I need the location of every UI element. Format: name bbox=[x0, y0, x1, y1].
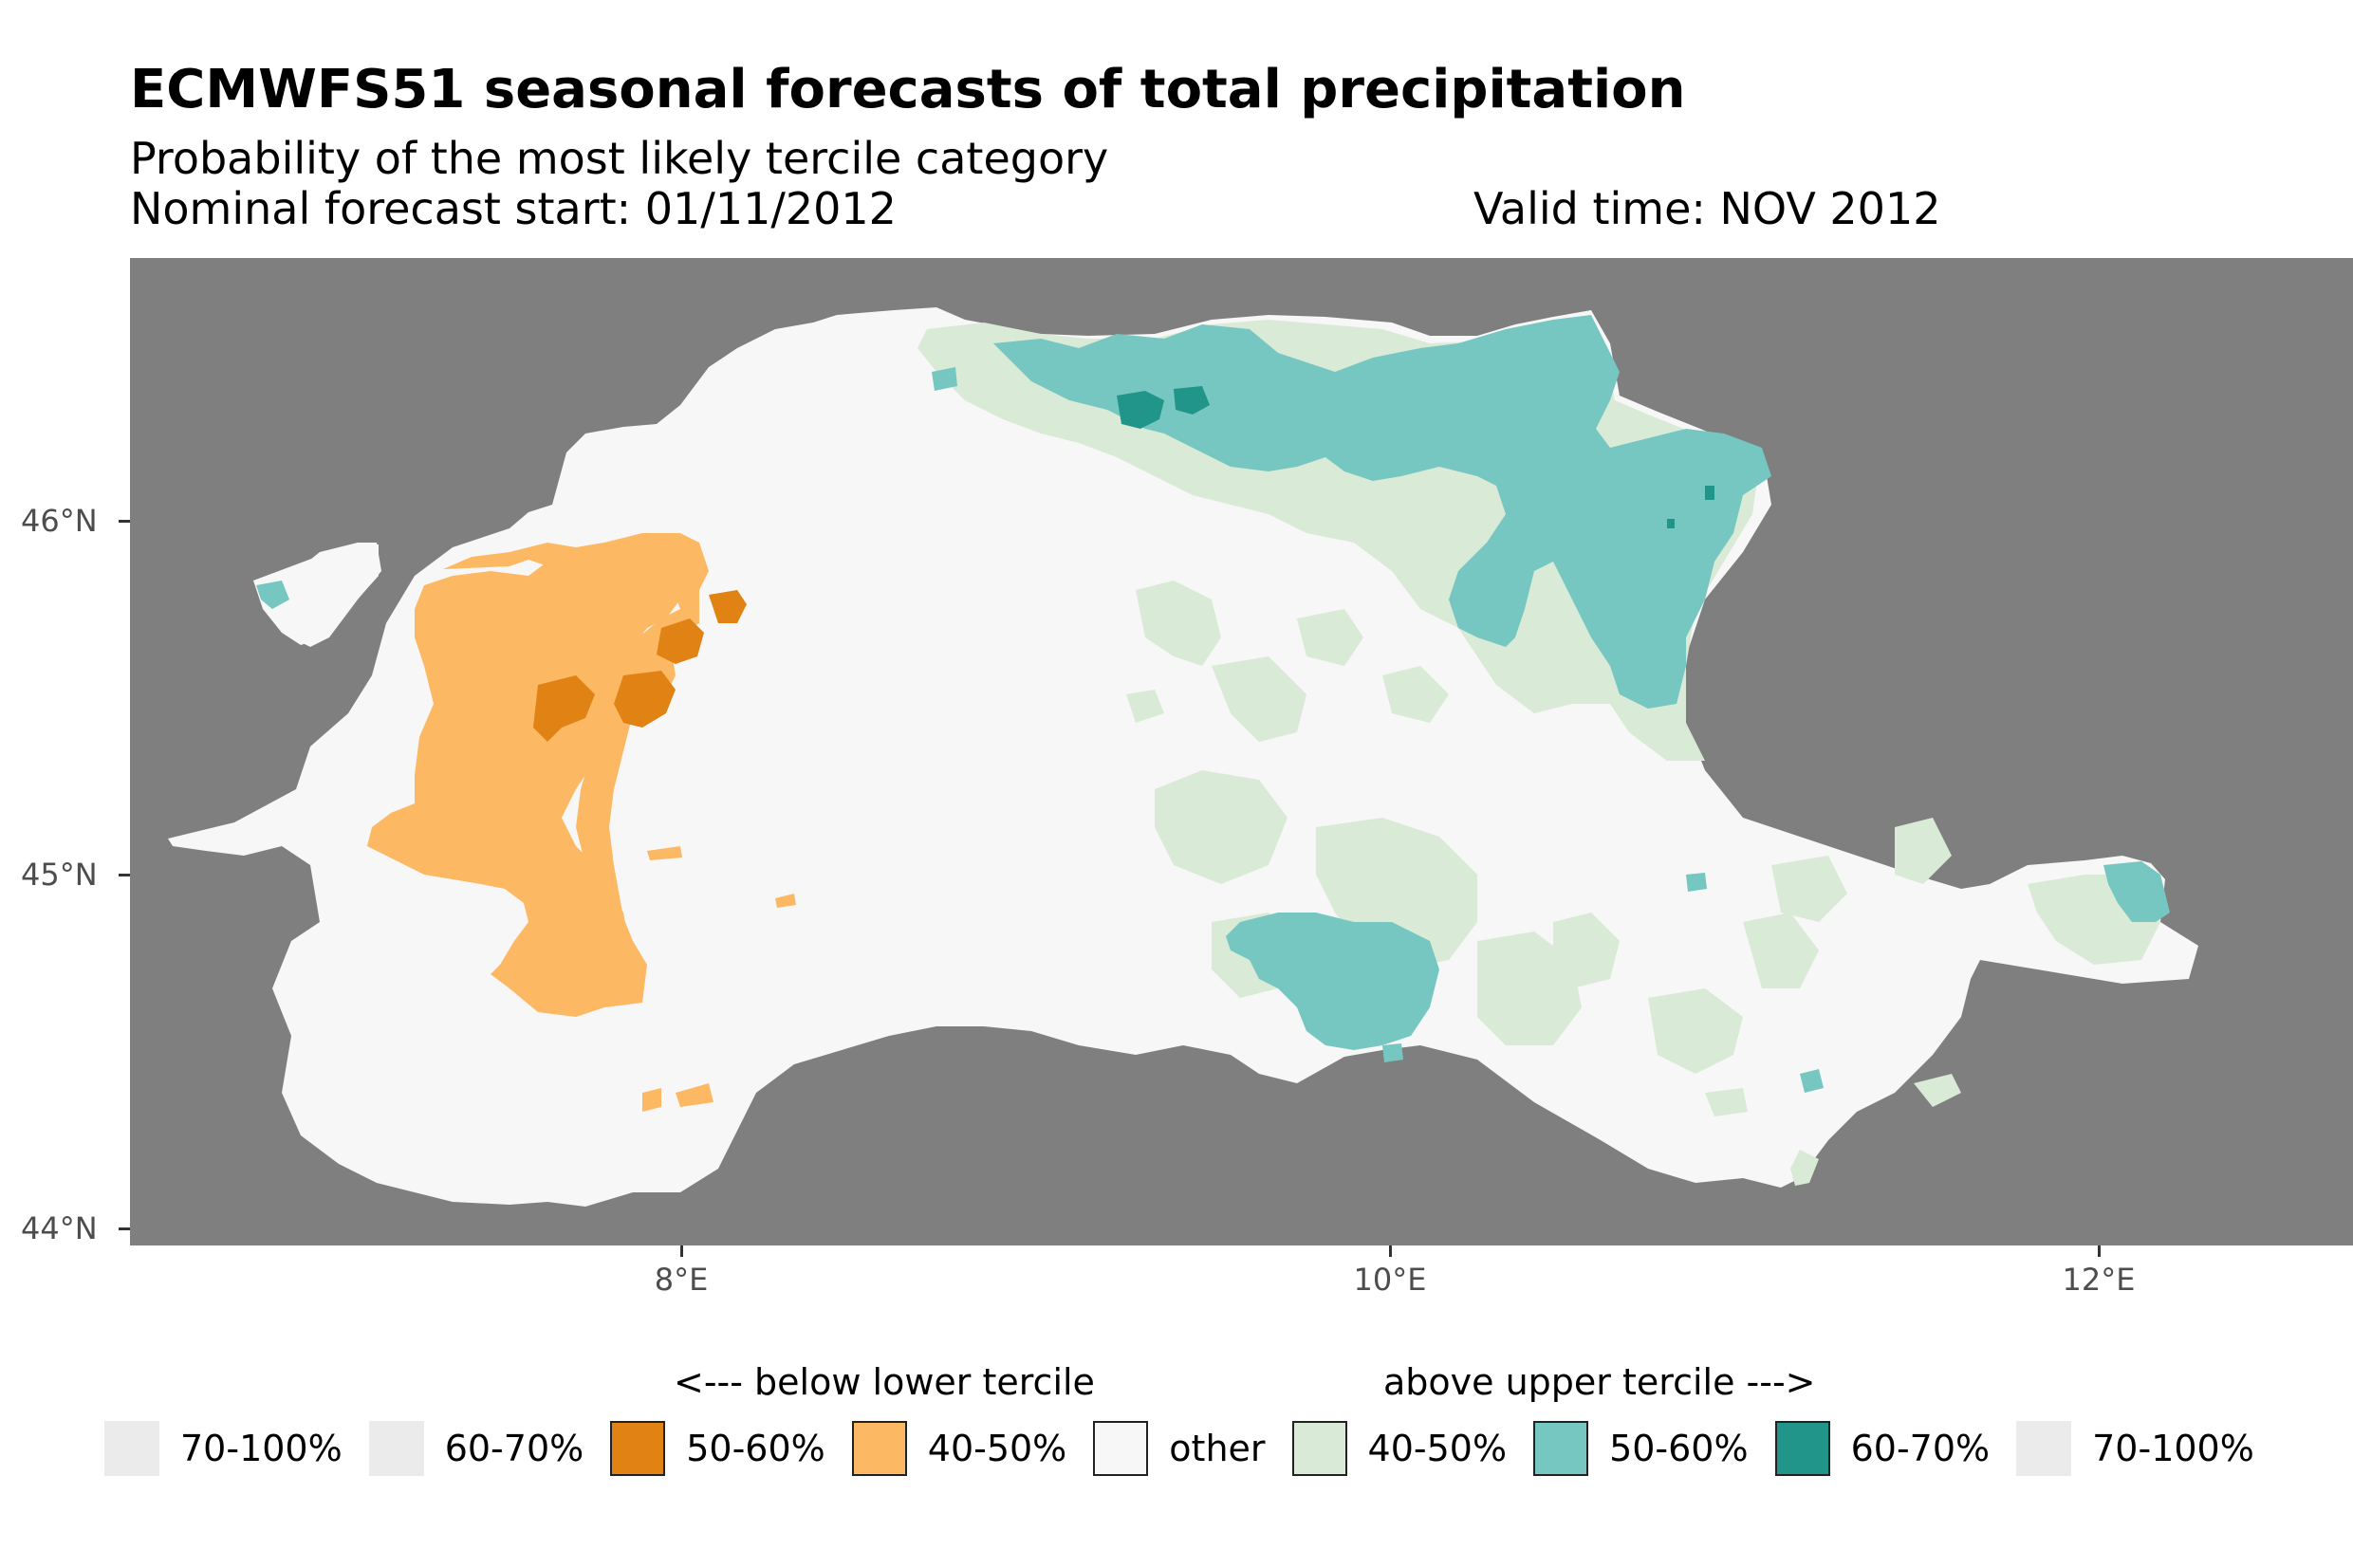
legend-label: 40-50% bbox=[1367, 1428, 1508, 1469]
x-tick-label-10: 10°E bbox=[1353, 1262, 1427, 1298]
legend-item-below-60-70: 60-70% bbox=[368, 1421, 584, 1476]
x-tick-mark-10 bbox=[1389, 1245, 1392, 1257]
map-svg bbox=[168, 307, 2198, 1207]
legend-label: other bbox=[1169, 1428, 1266, 1469]
y-tick-mark-46 bbox=[119, 520, 130, 523]
legend-swatch bbox=[368, 1421, 424, 1476]
below-40-50-region-main bbox=[367, 535, 690, 1003]
y-tick-label-44: 44°N bbox=[21, 1210, 98, 1246]
legend-swatch bbox=[1093, 1421, 1149, 1476]
above-50-60-north bbox=[993, 315, 1771, 709]
y-tick-label-45: 45°N bbox=[21, 857, 98, 893]
legend-item-above-40-50: 40-50% bbox=[1291, 1421, 1508, 1476]
x-tick-label-8: 8°E bbox=[654, 1262, 709, 1298]
x-tick-label-12: 12°E bbox=[2062, 1262, 2136, 1298]
legend-item-below-40-50: 40-50% bbox=[851, 1421, 1067, 1476]
legend-swatch bbox=[1291, 1421, 1347, 1476]
legend-swatch bbox=[1774, 1421, 1830, 1476]
legend-swatch bbox=[104, 1421, 159, 1476]
y-tick-label-46: 46°N bbox=[21, 503, 98, 539]
above-40-50-central bbox=[1126, 581, 2160, 1186]
legend-item-other: other bbox=[1093, 1421, 1266, 1476]
x-tick-mark-12 bbox=[2098, 1245, 2101, 1257]
map-panel bbox=[130, 258, 2353, 1245]
legend-label: 70-100% bbox=[180, 1428, 343, 1469]
legend-item-above-50-60: 50-60% bbox=[1533, 1421, 1749, 1476]
legend-label: 60-70% bbox=[1850, 1428, 1991, 1469]
legend-item-below-50-60: 50-60% bbox=[610, 1421, 825, 1476]
legend-swatch bbox=[851, 1421, 907, 1476]
above-50-60-west bbox=[256, 581, 289, 609]
above-50-60-south bbox=[1226, 913, 1439, 1050]
legend-above-header: above upper tercile ---> bbox=[1383, 1361, 1816, 1403]
below-40-50-region bbox=[443, 533, 709, 1017]
legend-label: 50-60% bbox=[1609, 1428, 1749, 1469]
valid-time-label: Valid time: NOV 2012 bbox=[1473, 183, 1941, 234]
legend-item-below-70-100: 70-100% bbox=[104, 1421, 343, 1476]
above-50-60-east bbox=[2103, 861, 2170, 922]
forecast-start-label: Nominal forecast start: 01/11/2012 bbox=[130, 183, 897, 234]
chart-title: ECMWFS51 seasonal forecasts of total pre… bbox=[130, 59, 1686, 120]
legend-below-header: <--- below lower tercile bbox=[674, 1361, 1095, 1403]
below-50-60-region bbox=[533, 590, 747, 742]
legend-item-above-60-70: 60-70% bbox=[1774, 1421, 1991, 1476]
legend-swatch bbox=[2016, 1421, 2072, 1476]
y-tick-mark-44 bbox=[119, 1227, 130, 1230]
chart-subtitle: Probability of the most likely tercile c… bbox=[130, 133, 1109, 184]
x-tick-mark-8 bbox=[680, 1245, 683, 1257]
legend: 70-100% 60-70% 50-60% 40-50% other 40-50… bbox=[104, 1421, 2254, 1476]
legend-swatch bbox=[610, 1421, 666, 1476]
y-tick-mark-45 bbox=[119, 874, 130, 876]
legend-swatch bbox=[1533, 1421, 1589, 1476]
above-60-70-region bbox=[1117, 386, 1714, 528]
legend-item-above-70-100: 70-100% bbox=[2016, 1421, 2254, 1476]
legend-label: 60-70% bbox=[444, 1428, 584, 1469]
legend-label: 40-50% bbox=[927, 1428, 1067, 1469]
legend-label: 70-100% bbox=[2092, 1428, 2254, 1469]
legend-label: 50-60% bbox=[686, 1428, 825, 1469]
basin-west-lobe bbox=[253, 543, 379, 645]
